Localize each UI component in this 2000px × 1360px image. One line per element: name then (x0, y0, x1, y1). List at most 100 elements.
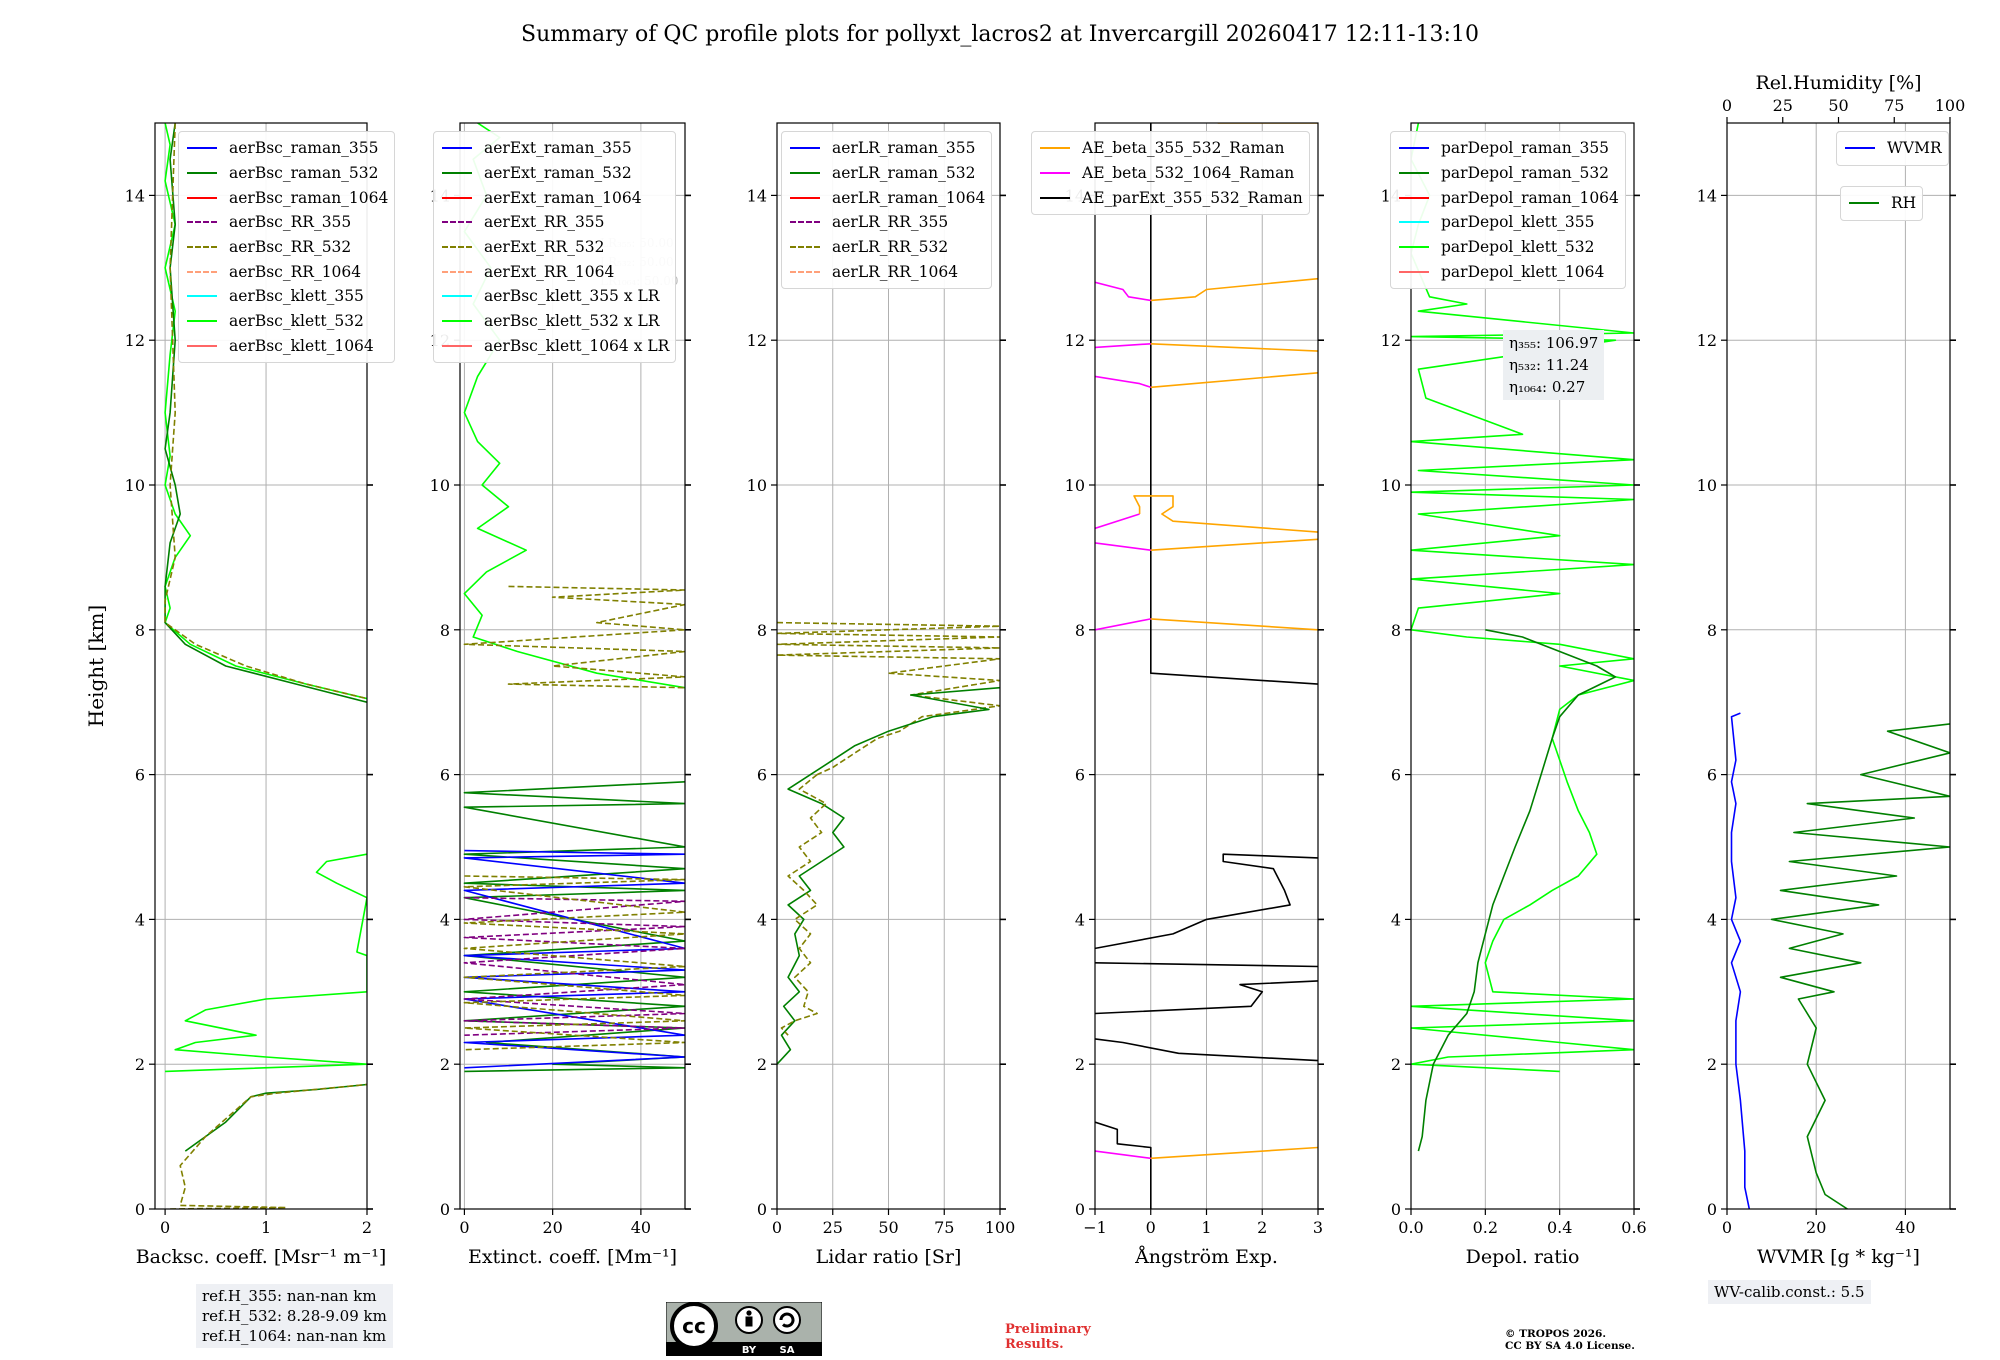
legend-label: aerBsc_raman_532 (229, 164, 379, 183)
legend-entry: aerExt_RR_532 (438, 235, 669, 260)
wv-calib-const: WV-calib.const.: 5.5 (1714, 1283, 1865, 1301)
xtick-label: 0.0 (1398, 1218, 1423, 1237)
xaxis-label: WVMR [g * kg⁻¹] (1757, 1246, 1920, 1268)
legend-swatch (442, 246, 472, 249)
legend-swatch (187, 172, 217, 175)
legend-entry: aerExt_raman_1064 (438, 185, 669, 210)
wv-calib-infobox: WV-calib.const.: 5.5 (1708, 1280, 1871, 1304)
series-AE_beta_355_532-d (1150, 372, 1318, 389)
xtick-label: 50 (878, 1218, 898, 1237)
figure-title: Summary of QC profile plots for pollyxt_… (521, 22, 1479, 47)
legend-label: aerBsc_RR_532 (229, 238, 352, 257)
xtick-label: 1 (1201, 1218, 1211, 1237)
series-AE_beta_532_1064-d (1095, 513, 1140, 530)
legend-swatch (442, 270, 472, 273)
ytick-label: 2 (135, 1055, 145, 1074)
legend-label: parDepol_klett_1064 (1441, 262, 1605, 281)
legend-entry: AE_beta_355_532_Raman (1036, 136, 1303, 161)
series-aerBsc_klett_532 (164, 123, 367, 700)
legend-entry: aerExt_RR_1064 (438, 259, 669, 284)
legend-swatch (187, 196, 217, 199)
ytick-label: 0 (1391, 1200, 1401, 1219)
legend-label: aerExt_raman_532 (484, 164, 632, 183)
legend-entry: aerBsc_klett_532 (183, 309, 388, 334)
legend-ae: AE_beta_355_532_Raman AE_beta_532_1064_Ra… (1031, 131, 1310, 216)
legend-swatch (187, 221, 217, 224)
legend-swatch (1849, 202, 1879, 205)
xtick-label: 2 (1257, 1218, 1267, 1237)
refh-532: ref.H_532: 8.28-9.09 km (202, 1307, 387, 1325)
legend-entry: parDepol_klett_532 (1395, 235, 1619, 260)
series-AE_parExt-low-2 (1095, 962, 1318, 968)
xtick-label: 20 (542, 1218, 562, 1237)
legend-entry: aerBsc_RR_532 (183, 235, 388, 260)
series-aerBsc_RR_532-low (170, 1083, 367, 1209)
legend-label: aerBsc_klett_355 x LR (484, 287, 660, 306)
legend-entry: parDepol_klett_1064 (1395, 259, 1619, 284)
svg-text:SA: SA (780, 1345, 795, 1356)
legend-entry: aerLR_RR_1064 (786, 259, 985, 284)
legend-swatch (187, 344, 217, 347)
ytick-label: 12 (1381, 331, 1401, 350)
legend-swatch (1399, 270, 1429, 273)
legend-swatch (1040, 196, 1070, 199)
series-AE_beta_532_1064-g (1095, 1150, 1151, 1160)
xtick-label: 3 (1313, 1218, 1323, 1237)
legend-entry: aerBsc_klett_355 (183, 284, 388, 309)
ytick-label: 10 (1065, 476, 1085, 495)
ytick-label: 2 (440, 1055, 450, 1074)
ytick-label: 10 (430, 476, 450, 495)
ytick-label: 6 (1391, 766, 1401, 785)
ytick-label: 12 (1697, 331, 1717, 350)
xtick-label: 0.6 (1621, 1218, 1646, 1237)
series-WVMR (1730, 712, 1751, 1209)
legend-label: RH (1891, 194, 1917, 213)
ytick-label: 6 (135, 766, 145, 785)
top-tick-label: 50 (1828, 96, 1848, 115)
legend-entry: AE_parExt_355_532_Raman (1036, 185, 1303, 210)
legend-label: aerExt_raman_1064 (484, 188, 642, 207)
series-aerExt_raman_532 (463, 781, 685, 1073)
legend-swatch (442, 320, 472, 323)
xtick-label: 1 (261, 1218, 271, 1237)
xtick-label: 100 (985, 1218, 1016, 1237)
xtick-label: 0 (1146, 1218, 1156, 1237)
xaxis-label: Extinct. coeff. [Mm⁻¹] (468, 1246, 677, 1268)
xtick-label: 0.2 (1473, 1218, 1498, 1237)
legend-swatch (442, 196, 472, 199)
legend-entry: aerExt_RR_355 (438, 210, 669, 235)
legend-swatch (1399, 147, 1429, 150)
axes-frame (1410, 122, 1635, 1210)
xtick-label: 40 (631, 1218, 651, 1237)
legend-label: aerLR_RR_355 (832, 213, 949, 232)
legend-entry: aerBsc_RR_355 (183, 210, 388, 235)
ytick-label: 8 (1075, 621, 1085, 640)
legend-entry: RH (1845, 191, 1916, 216)
legend-label: aerLR_raman_1064 (832, 188, 986, 207)
ytick-label: 2 (1075, 1055, 1085, 1074)
xaxis-label: Backsc. coeff. [Msr⁻¹ m⁻¹] (136, 1246, 387, 1268)
legend-label: aerExt_RR_1064 (484, 262, 615, 281)
series-AE_beta_355_532-b (1150, 277, 1318, 302)
legend-swatch (187, 320, 217, 323)
legend-swatch (442, 221, 472, 224)
series-AE_parExt-low-5 (1095, 1121, 1152, 1209)
ytick-label: 8 (757, 621, 767, 640)
legend-label: parDepol_raman_1064 (1441, 188, 1619, 207)
ytick-label: 8 (440, 621, 450, 640)
series-AE_beta_355_532-f (1150, 538, 1318, 551)
legend-lr: aerLR_raman_355 aerLR_raman_532 aerLR_rama… (781, 131, 993, 290)
ytick-label: 6 (1075, 766, 1085, 785)
eta-532: η₅₃₂: 11.24 (1509, 356, 1589, 374)
legend-ext: aerExt_raman_355 aerExt_raman_532 aerExt_r… (433, 131, 677, 364)
ytick-label: 12 (747, 331, 767, 350)
ytick-label: 14 (1697, 186, 1717, 205)
legend-label: aerBsc_klett_1064 x LR (484, 336, 670, 355)
legend-swatch (790, 270, 820, 273)
legend-swatch (790, 172, 820, 175)
series-aerLR_RR_532 (780, 773, 827, 1036)
legend-label: AE_beta_355_532_Raman (1082, 139, 1285, 158)
legend-swatch (442, 172, 472, 175)
series-AE_beta_532_1064-a (1095, 281, 1151, 302)
